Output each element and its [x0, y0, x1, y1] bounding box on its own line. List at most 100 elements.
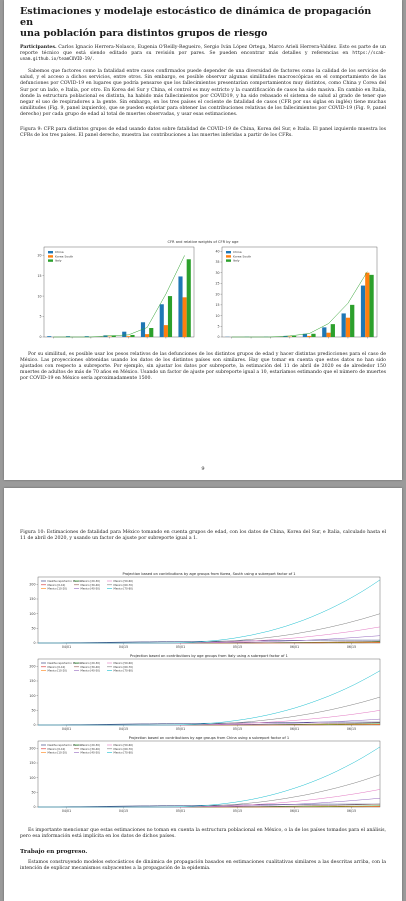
legend-label: China [233, 250, 242, 254]
bar [369, 274, 374, 337]
section-paragraph: Estamos construyendo modelos estocástico… [20, 860, 386, 872]
legend-label: Italy [233, 259, 240, 263]
bar [307, 335, 312, 337]
bar [163, 325, 168, 337]
document-page-10: Figura 10: Estimaciones de fatalidad par… [4, 488, 402, 901]
x-tick-label: 06/01 [290, 809, 299, 813]
series-line [38, 710, 381, 726]
bar [350, 304, 355, 337]
bar [159, 304, 164, 337]
y-tick-label: 50 [31, 627, 35, 631]
y-tick-label: 10 [37, 294, 41, 298]
legend-label: Mexico [70-80) [114, 669, 133, 673]
series-line [38, 670, 381, 726]
after-figure9-paragraph: Por su similitud, es posible usar los pe… [20, 352, 386, 382]
x-tick-label: 06/15 [347, 809, 356, 813]
legend-label: Mexico [70-80) [114, 751, 133, 755]
x-tick-label: 04/15 [119, 809, 128, 813]
bar [47, 336, 52, 337]
bar [167, 296, 173, 337]
y-tick-label: 5 [217, 324, 219, 328]
y-tick-label: 40 [215, 249, 219, 253]
bar [341, 313, 346, 337]
bar [360, 285, 366, 337]
series-line [38, 626, 381, 644]
document-page-9: Estimaciones y modelaje estocástico de d… [4, 0, 402, 480]
y-tick-label: 150 [29, 761, 35, 765]
y-tick-label: 30 [215, 271, 219, 275]
page-number: 9 [201, 466, 205, 472]
x-tick-label: 04/15 [119, 645, 128, 649]
legend-swatch [226, 255, 231, 258]
y-tick-label: 100 [29, 694, 35, 698]
bar [311, 333, 316, 337]
y-tick-label: 150 [29, 679, 35, 683]
y-tick-label: 200 [29, 747, 35, 751]
y-tick-label: 50 [31, 791, 35, 795]
legend-label: Mexico [40-50) [81, 587, 100, 591]
participants-paragraph: Participantes. Carlos Ignacio Herrera-No… [20, 45, 386, 63]
y-tick-label: 20 [37, 253, 41, 257]
x-tick-label: 06/01 [290, 727, 299, 731]
legend-label: Mexico [0-10) [48, 583, 66, 587]
bar [365, 272, 370, 337]
section-title: Trabajo en progreso. [20, 849, 88, 856]
legend-label: Mexico [10-20) [48, 751, 67, 755]
legend-label: Mexico [10-20) [48, 669, 67, 673]
bar [126, 336, 131, 337]
legend-label: Italy [55, 259, 62, 263]
legend-label: Mexico [20-30) [81, 743, 100, 747]
y-tick-label: 25 [215, 282, 219, 286]
legend-label: Mexico [50-60) [114, 743, 133, 747]
y-tick-label: 0 [33, 641, 35, 645]
chart-title: Projection based on contributions by age… [122, 572, 295, 576]
chart-title: Projection based on contributions by age… [129, 736, 289, 740]
legend-swatch [226, 259, 231, 262]
x-tick-label: 05/01 [176, 727, 185, 731]
bar [186, 259, 191, 337]
series-line [38, 613, 381, 644]
bar [283, 335, 288, 337]
legend-label: Mexico [60-70) [114, 583, 133, 587]
bar [178, 276, 183, 337]
plot-frame [43, 246, 195, 338]
x-tick-label: 04/15 [119, 727, 128, 731]
legend-label: Mexico [30-40) [81, 665, 100, 669]
y-tick-label: 100 [29, 776, 35, 780]
bar [122, 331, 127, 337]
legend-label: Mexico [70-80) [114, 587, 133, 591]
x-tick-label: 05/01 [176, 645, 185, 649]
y-tick-label: 5 [39, 315, 41, 319]
bar [84, 336, 89, 337]
y-tick-label: 0 [33, 805, 35, 809]
bar [149, 328, 154, 337]
participants-label: Participantes. [20, 45, 57, 50]
projection-china-chart: Projection based on contributions by age… [29, 736, 381, 813]
bar [111, 335, 116, 337]
bar [140, 322, 146, 337]
y-tick-label: 0 [39, 335, 41, 339]
document-title: Estimaciones y modelaje estocástico de d… [20, 6, 372, 39]
figure9-caption: Figura 9: CFR para distintos grupos de e… [20, 127, 386, 139]
figure9: CFR and relative weights of CFR by age 2… [37, 240, 378, 339]
team-url-link[interactable]: https://scab-unam.github.io/teamCOVID-19… [20, 51, 386, 63]
legend-label: Deaths reported in Mexico [48, 579, 83, 583]
bar [145, 334, 150, 337]
legend-label: Mexico [40-50) [81, 751, 100, 755]
figure10: Projection based on contributions by age… [29, 572, 381, 813]
x-tick-label: 04/01 [62, 809, 71, 813]
legend-label: China [55, 250, 64, 254]
legend-label: Korea South [55, 254, 73, 258]
legend-label: Mexico [20-30) [81, 661, 100, 665]
y-tick-label: 200 [29, 583, 35, 587]
y-tick-label: 15 [37, 274, 41, 278]
y-tick-label: 15 [215, 303, 219, 307]
projection-korea-chart: Projection based on contributions by age… [29, 572, 381, 649]
series-line [38, 579, 381, 644]
x-tick-label: 04/01 [62, 645, 71, 649]
y-tick-label: 20 [215, 292, 219, 296]
legend-swatch [48, 259, 53, 262]
legend-swatch [48, 251, 53, 254]
series-line [38, 789, 381, 808]
